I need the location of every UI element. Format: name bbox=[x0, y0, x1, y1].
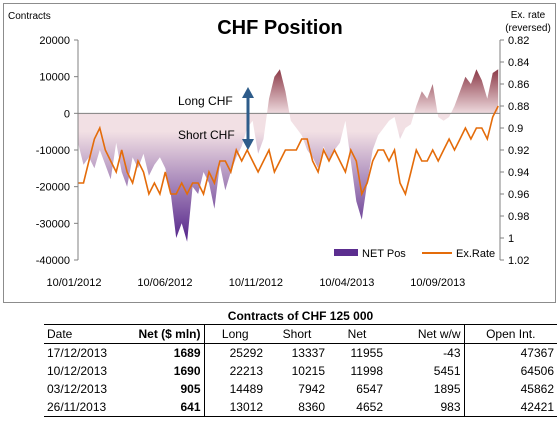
x-tick-label: 10/11/2012 bbox=[229, 277, 283, 289]
positions-table-panel: Contracts of CHF 125 000 Date Net ($ mln… bbox=[44, 308, 557, 417]
cell-short: 10215 bbox=[291, 364, 325, 378]
y-right-tick-label: 1.02 bbox=[508, 255, 529, 267]
y-left-tick-label: -30000 bbox=[36, 218, 70, 230]
cell-net-ww: 1895 bbox=[433, 382, 461, 396]
cell-open-int: 47367 bbox=[463, 343, 557, 362]
cell-long: 14489 bbox=[229, 382, 263, 396]
cell-open-int: 64506 bbox=[463, 362, 557, 380]
cell-long: 13012 bbox=[204, 398, 266, 417]
col-header-net: Net bbox=[328, 324, 386, 344]
table-header-row: Date Net ($ mln) Long Short Net Net w/w … bbox=[44, 324, 557, 344]
col-header-short: Short bbox=[266, 324, 328, 344]
y-right-tick-label: 0.92 bbox=[508, 145, 529, 157]
net-pos-area bbox=[78, 69, 499, 242]
y-right-tick-label: 0.9 bbox=[508, 123, 523, 135]
table-row: 26/11/2013 641 13012 8360 4652 983 42421 bbox=[44, 398, 557, 417]
cell-date: 26/11/2013 bbox=[44, 398, 126, 417]
col-header-net-ww: Net w/w bbox=[386, 324, 464, 344]
cell-net-ww: 983 bbox=[386, 398, 464, 417]
x-tick-label: 10/01/2012 bbox=[46, 277, 101, 289]
col-header-long: Long bbox=[204, 324, 266, 344]
y-left-tick-label: -20000 bbox=[36, 182, 70, 194]
table-title: Contracts of CHF 125 000 bbox=[227, 309, 374, 323]
cell-open-int: 42421 bbox=[463, 398, 557, 417]
cell-short: 7942 bbox=[298, 382, 325, 396]
cell-net-ww: 5451 bbox=[433, 364, 461, 378]
cell-date: 17/12/2013 bbox=[47, 346, 108, 360]
table-row: 03/12/2013 905 14489 7942 6547 1895 4586… bbox=[44, 380, 557, 398]
y-right-tick-label: 0.98 bbox=[508, 211, 529, 223]
table-row: 10/12/2013 1690 22213 10215 11998 5451 6… bbox=[44, 362, 557, 380]
y-left-tick-label: -10000 bbox=[36, 145, 70, 157]
y-left-tick-label: -40000 bbox=[36, 255, 70, 267]
col-header-date: Date bbox=[44, 324, 126, 344]
y-left-tick-label: 20000 bbox=[39, 35, 70, 47]
y-right-tick-label: 0.84 bbox=[508, 57, 529, 69]
ex-rate-line bbox=[78, 105, 499, 197]
cell-long: 22213 bbox=[229, 364, 263, 378]
positions-table: Date Net ($ mln) Long Short Net Net w/w … bbox=[44, 324, 557, 417]
long-chf-annotation: Long CHF bbox=[178, 94, 233, 108]
cell-net: 4652 bbox=[328, 398, 386, 417]
cell-short: 8360 bbox=[266, 398, 328, 417]
col-header-net-mln: Net ($ mln) bbox=[126, 324, 205, 344]
y-right-tick-label: 0.82 bbox=[508, 35, 529, 47]
y-right-axis-title-line1: Ex. rate bbox=[511, 10, 546, 21]
x-tick-label: 10/09/2013 bbox=[410, 277, 465, 289]
x-tick-label: 10/04/2013 bbox=[319, 277, 374, 289]
y-left-tick-label: 10000 bbox=[39, 72, 70, 84]
col-header-open-int: Open Int. bbox=[463, 324, 557, 344]
legend: NET Pos Ex.Rate bbox=[334, 248, 495, 260]
y-right-tick-label: 0.94 bbox=[508, 167, 529, 179]
cell-net-mln: 1690 bbox=[126, 362, 205, 380]
y-right-axis-title-line2: (reversed) bbox=[505, 23, 551, 34]
y-right-tick-label: 1 bbox=[508, 233, 514, 245]
cell-net-ww: -43 bbox=[443, 346, 461, 360]
cell-open-int: 45862 bbox=[463, 380, 557, 398]
cell-net-mln: 641 bbox=[126, 398, 205, 417]
chart-title: CHF Position bbox=[217, 17, 343, 39]
chf-position-chart: 20000 10000 0 -10000 -20000 -30000 -40000 0.82 0… bbox=[8, 10, 551, 289]
chart-frame: 20000 10000 0 -10000 -20000 -30000 -40000 0.82 0… bbox=[3, 3, 556, 303]
table-row: 17/12/2013 1689 25292 13337 11955 -43 47… bbox=[44, 343, 557, 362]
y-left-tick-label: 0 bbox=[64, 108, 70, 120]
cell-date: 03/12/2013 bbox=[47, 382, 108, 396]
cell-long: 25292 bbox=[229, 346, 263, 360]
long-short-arrow bbox=[242, 87, 254, 150]
y-left-axis-title: Contracts bbox=[8, 11, 51, 22]
y-right-tick-label: 0.96 bbox=[508, 189, 529, 201]
cell-net: 6547 bbox=[356, 382, 383, 396]
y-right-tick-label: 0.86 bbox=[508, 79, 529, 91]
cell-short: 13337 bbox=[291, 346, 325, 360]
cell-date: 10/12/2013 bbox=[47, 364, 108, 378]
legend-swatch-net-pos bbox=[334, 249, 358, 256]
legend-label-ex-rate: Ex.Rate bbox=[456, 248, 495, 260]
short-chf-annotation: Short CHF bbox=[178, 128, 235, 142]
x-tick-label: 10/06/2012 bbox=[137, 277, 192, 289]
cell-net: 11955 bbox=[350, 346, 383, 360]
y-right-tick-label: 0.88 bbox=[508, 101, 529, 113]
legend-label-net-pos: NET Pos bbox=[362, 248, 406, 260]
cell-net-mln: 1689 bbox=[126, 343, 205, 362]
cell-net: 11998 bbox=[350, 364, 383, 378]
cell-net-mln: 905 bbox=[126, 380, 205, 398]
